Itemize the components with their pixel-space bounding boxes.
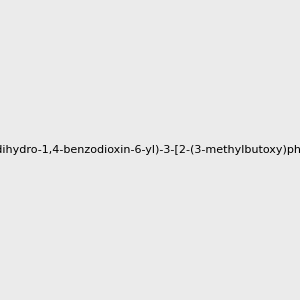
Text: 2-cyano-N-(2,3-dihydro-1,4-benzodioxin-6-yl)-3-[2-(3-methylbutoxy)phenyl]acrylam: 2-cyano-N-(2,3-dihydro-1,4-benzodioxin-6…	[0, 145, 300, 155]
